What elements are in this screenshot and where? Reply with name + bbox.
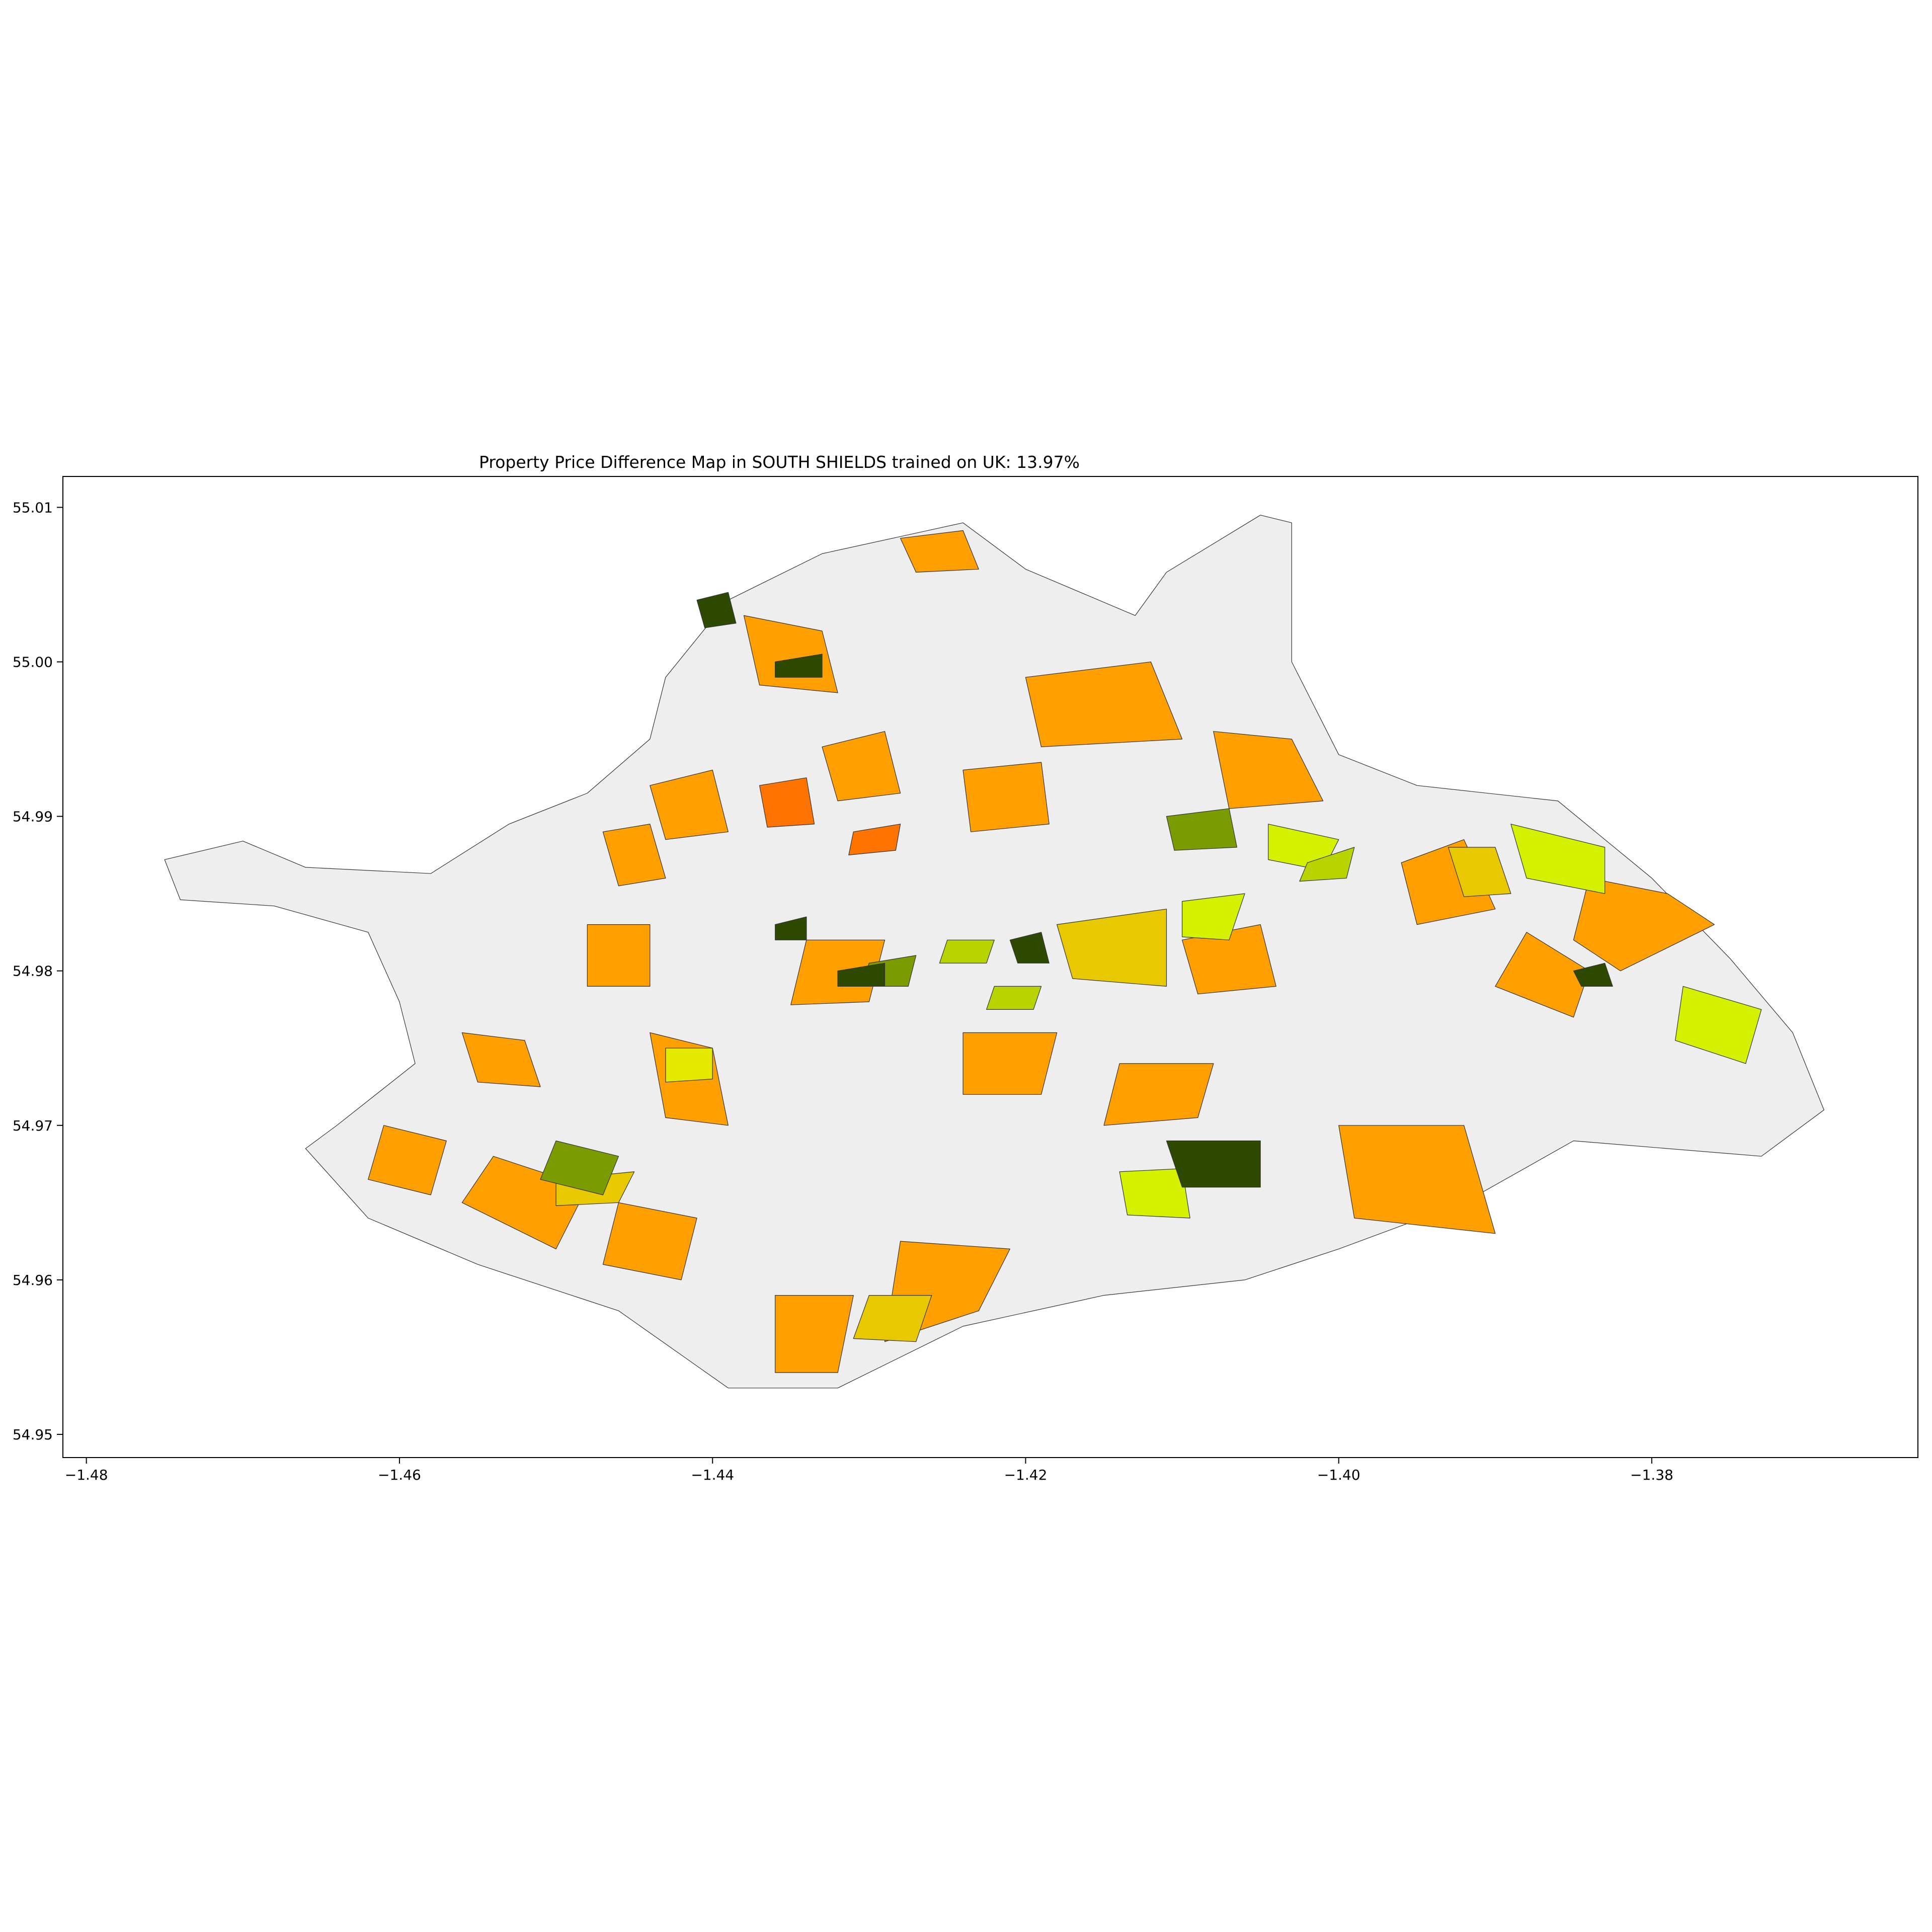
y-tick-label: 54.98	[13, 963, 53, 980]
district-region	[1166, 1140, 1261, 1188]
district-region	[962, 1032, 1058, 1095]
x-tick-label: −1.42	[1004, 1467, 1048, 1483]
district-region	[1573, 877, 1715, 972]
axes-frame	[62, 476, 1918, 1458]
district-region	[822, 731, 901, 801]
y-axis: 54.95 54.96 54.97 54.98 54.99 55.00 55.01	[13, 499, 63, 1443]
district-region	[775, 654, 823, 678]
district-region	[602, 824, 666, 887]
district-region	[1182, 893, 1245, 940]
district-region	[775, 916, 807, 940]
district-region	[1573, 962, 1613, 987]
y-tick-label: 54.99	[13, 809, 53, 825]
district-region	[1675, 986, 1762, 1064]
district-region	[1009, 932, 1050, 963]
district-region	[775, 1295, 854, 1373]
district-region	[1213, 731, 1324, 809]
district-region	[1025, 661, 1183, 748]
district-region	[1448, 847, 1511, 897]
y-tick-label: 55.01	[13, 499, 53, 516]
district-region	[540, 1140, 619, 1195]
x-tick-label: −1.38	[1630, 1467, 1673, 1483]
district-region	[759, 777, 815, 828]
district-region	[962, 762, 1050, 832]
x-tick-label: −1.44	[691, 1467, 734, 1483]
district-region	[1510, 824, 1605, 894]
x-axis: −1.48 −1.46 −1.44 −1.42 −1.40 −1.38	[65, 1458, 1673, 1483]
district-region	[900, 530, 979, 573]
district-region	[1299, 847, 1355, 882]
y-tick-label: 54.95	[13, 1426, 53, 1443]
x-tick-label: −1.40	[1317, 1467, 1360, 1483]
district-region	[1103, 1063, 1214, 1126]
district-region	[848, 824, 901, 856]
x-tick-label: −1.48	[65, 1467, 108, 1483]
district-region	[986, 986, 1042, 1010]
y-tick-label: 54.96	[13, 1272, 53, 1289]
district-region	[1119, 1168, 1190, 1219]
district-region	[1495, 932, 1590, 1018]
district-region	[368, 1125, 447, 1195]
district-region	[461, 1032, 541, 1087]
district-region	[587, 924, 651, 987]
y-tick-label: 54.97	[13, 1117, 53, 1134]
district-region	[1166, 808, 1238, 851]
district-region	[650, 769, 729, 840]
district-region	[853, 1295, 932, 1342]
district-region	[665, 1048, 713, 1083]
district-region	[1057, 909, 1167, 987]
district-region	[939, 939, 995, 963]
district-region	[1338, 1125, 1496, 1234]
district-region	[696, 592, 737, 628]
district-region	[602, 1202, 697, 1280]
x-tick-label: −1.46	[378, 1467, 421, 1483]
y-tick-label: 55.00	[13, 654, 53, 671]
district-region	[837, 962, 886, 987]
plot-area	[62, 476, 1918, 1458]
map-title: Property Price Difference Map in SOUTH S…	[479, 452, 1080, 472]
district-region	[1182, 924, 1276, 995]
